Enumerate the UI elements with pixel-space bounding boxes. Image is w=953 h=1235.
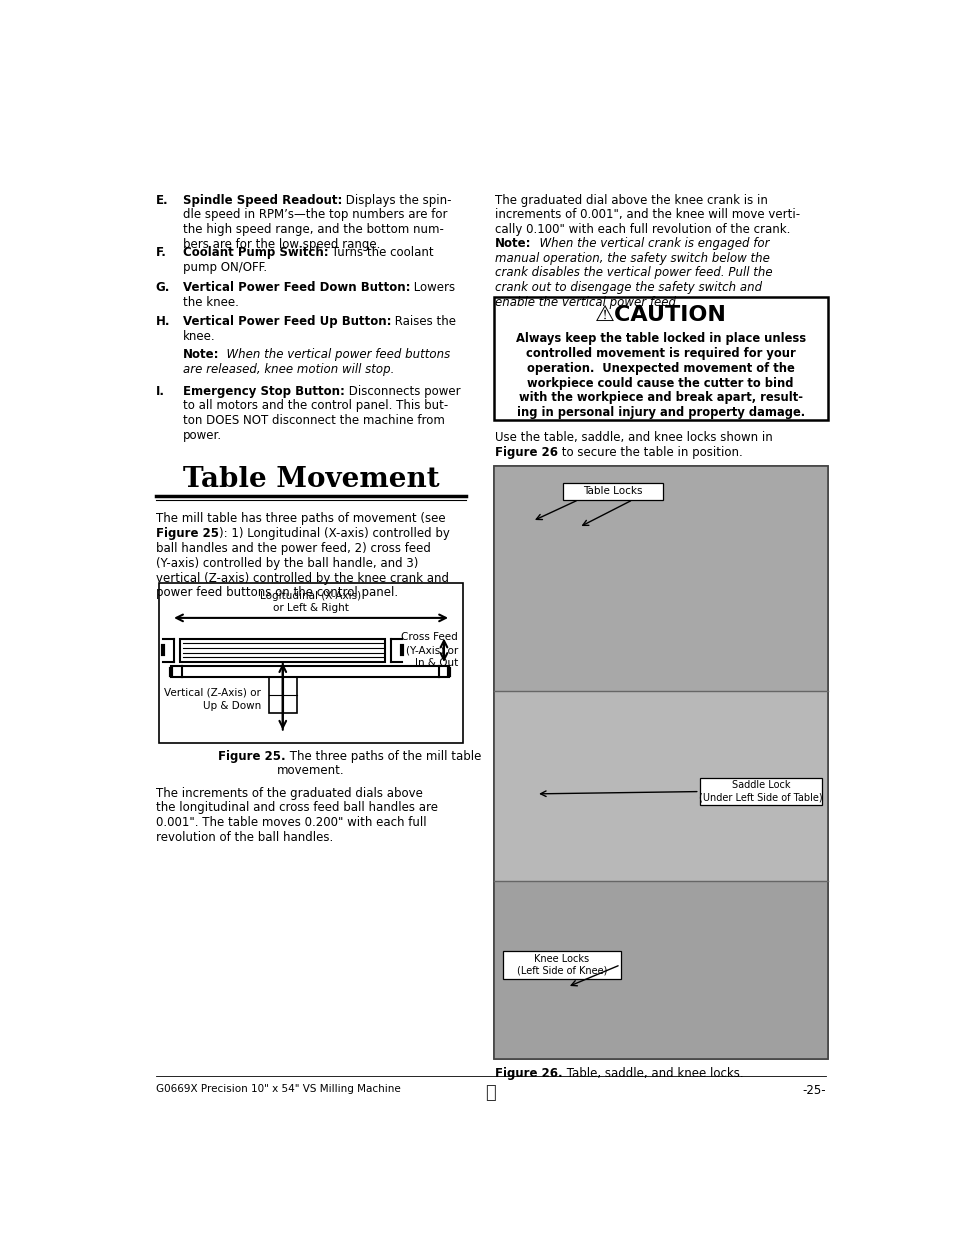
- Text: ing in personal injury and property damage.: ing in personal injury and property dama…: [516, 406, 803, 419]
- Text: E.: E.: [155, 194, 168, 206]
- Text: the longitudinal and cross feed ball handles are: the longitudinal and cross feed ball han…: [155, 802, 437, 814]
- Text: power feed buttons on the control panel.: power feed buttons on the control panel.: [155, 587, 397, 599]
- Bar: [180, 638, 385, 662]
- Text: to secure the table in position.: to secure the table in position.: [558, 446, 742, 458]
- Text: H.: H.: [155, 315, 170, 329]
- Text: crank disables the vertical power feed. Pull the: crank disables the vertical power feed. …: [495, 267, 772, 279]
- Text: ): 1) Longitudinal (X-axis) controlled by: ): 1) Longitudinal (X-axis) controlled b…: [218, 527, 449, 540]
- Text: the high speed range, and the bottom num-: the high speed range, and the bottom num…: [183, 224, 443, 236]
- Bar: [502, 951, 620, 978]
- Text: The graduated dial above the knee crank is in: The graduated dial above the knee crank …: [495, 194, 767, 206]
- Text: Cross Feed
(Y-Axis) or
In & Out: Cross Feed (Y-Axis) or In & Out: [401, 632, 457, 668]
- Text: Table Movement: Table Movement: [183, 466, 439, 493]
- Text: Lowers: Lowers: [410, 282, 455, 294]
- Bar: [158, 583, 463, 743]
- Text: ton DOES NOT disconnect the machine from: ton DOES NOT disconnect the machine from: [183, 414, 444, 427]
- Text: with the workpiece and break apart, result-: with the workpiece and break apart, resu…: [518, 391, 801, 404]
- Text: Table, saddle, and knee locks.: Table, saddle, and knee locks.: [562, 1067, 742, 1079]
- Bar: [493, 466, 827, 692]
- Text: G.: G.: [155, 282, 170, 294]
- Text: Vertical Power Feed Down Button:: Vertical Power Feed Down Button:: [183, 282, 410, 294]
- Text: Table Locks: Table Locks: [582, 487, 642, 496]
- Text: knee.: knee.: [183, 330, 215, 343]
- Bar: [269, 677, 296, 713]
- Text: G0669X Precision 10" x 54" VS Milling Machine: G0669X Precision 10" x 54" VS Milling Ma…: [155, 1084, 400, 1094]
- Text: cally 0.100" with each full revolution of the crank.: cally 0.100" with each full revolution o…: [495, 224, 790, 236]
- Text: Turns the coolant: Turns the coolant: [328, 246, 434, 259]
- Text: When the vertical crank is engaged for: When the vertical crank is engaged for: [531, 237, 768, 249]
- Text: vertical (Z-axis) controlled by the knee crank and: vertical (Z-axis) controlled by the knee…: [155, 572, 448, 584]
- Text: or Left & Right: or Left & Right: [273, 603, 349, 614]
- Bar: [562, 483, 661, 500]
- Text: Displays the spin-: Displays the spin-: [342, 194, 451, 206]
- Text: ball handles and the power feed, 2) cross feed: ball handles and the power feed, 2) cros…: [155, 542, 430, 555]
- Text: operation.  Unexpected movement of the: operation. Unexpected movement of the: [526, 362, 794, 374]
- Bar: [493, 881, 827, 1060]
- Text: Always keep the table locked in place unless: Always keep the table locked in place un…: [515, 332, 804, 346]
- Text: Knee Locks
(Left Side of Knee): Knee Locks (Left Side of Knee): [516, 953, 606, 976]
- Bar: [493, 296, 827, 420]
- Text: Figure 26.: Figure 26.: [495, 1067, 562, 1079]
- Bar: [493, 466, 827, 1060]
- Text: Saddle Lock
(Under Left Side of Table): Saddle Lock (Under Left Side of Table): [699, 781, 821, 803]
- Text: Coolant Pump Switch:: Coolant Pump Switch:: [183, 246, 328, 259]
- Text: movement.: movement.: [277, 764, 345, 777]
- Text: Vertical (Z-Axis) or: Vertical (Z-Axis) or: [164, 688, 261, 698]
- Text: manual operation, the safety switch below the: manual operation, the safety switch belo…: [495, 252, 769, 264]
- Text: revolution of the ball handles.: revolution of the ball handles.: [155, 831, 333, 844]
- Text: F.: F.: [155, 246, 167, 259]
- Text: to all motors and the control panel. This but-: to all motors and the control panel. Thi…: [183, 399, 448, 412]
- Text: are released, knee motion will stop.: are released, knee motion will stop.: [183, 363, 394, 377]
- Text: I.: I.: [155, 384, 165, 398]
- Text: (Y-axis) controlled by the ball handle, and 3): (Y-axis) controlled by the ball handle, …: [155, 557, 417, 569]
- Bar: [699, 778, 821, 805]
- Text: controlled movement is required for your: controlled movement is required for your: [525, 347, 795, 361]
- Text: Raises the: Raises the: [391, 315, 456, 329]
- Text: the knee.: the knee.: [183, 296, 238, 309]
- Text: ⚠CAUTION: ⚠CAUTION: [594, 305, 726, 325]
- Bar: [493, 466, 827, 1060]
- Text: The mill table has three paths of movement (see: The mill table has three paths of moveme…: [155, 513, 445, 525]
- Text: Spindle Speed Readout:: Spindle Speed Readout:: [183, 194, 342, 206]
- Text: workpiece could cause the cutter to bind: workpiece could cause the cutter to bind: [527, 377, 793, 389]
- Text: The increments of the graduated dials above: The increments of the graduated dials ab…: [155, 787, 422, 799]
- Text: pump ON/OFF.: pump ON/OFF.: [183, 261, 267, 274]
- Text: bers are for the low speed range.: bers are for the low speed range.: [183, 238, 380, 251]
- Bar: [493, 692, 827, 881]
- Text: 0.001". The table moves 0.200" with each full: 0.001". The table moves 0.200" with each…: [155, 816, 426, 829]
- Text: -25-: -25-: [801, 1084, 825, 1097]
- Text: enable the vertical power feed.: enable the vertical power feed.: [495, 296, 679, 309]
- Text: Figure 26: Figure 26: [495, 446, 558, 458]
- Text: increments of 0.001", and the knee will move verti-: increments of 0.001", and the knee will …: [495, 209, 800, 221]
- Text: Figure 25: Figure 25: [155, 527, 218, 540]
- Text: Up & Down: Up & Down: [203, 700, 261, 710]
- Text: Emergency Stop Button:: Emergency Stop Button:: [183, 384, 344, 398]
- Text: dle speed in RPM’s—the top numbers are for: dle speed in RPM’s—the top numbers are f…: [183, 209, 447, 221]
- Text: Logitudinal (X-Axis): Logitudinal (X-Axis): [260, 592, 361, 601]
- Text: crank out to disengage the safety switch and: crank out to disengage the safety switch…: [495, 282, 761, 294]
- Text: power.: power.: [183, 429, 222, 442]
- Text: 🐻: 🐻: [485, 1084, 496, 1102]
- Text: The three paths of the mill table: The three paths of the mill table: [285, 750, 480, 762]
- Text: Note:: Note:: [495, 237, 531, 249]
- Text: Note:: Note:: [183, 348, 219, 362]
- Text: When the vertical power feed buttons: When the vertical power feed buttons: [219, 348, 450, 362]
- Text: Disconnects power: Disconnects power: [344, 384, 459, 398]
- Text: Use the table, saddle, and knee locks shown in: Use the table, saddle, and knee locks sh…: [495, 431, 772, 443]
- Text: Figure 25.: Figure 25.: [218, 750, 285, 762]
- Text: Vertical Power Feed Up Button:: Vertical Power Feed Up Button:: [183, 315, 391, 329]
